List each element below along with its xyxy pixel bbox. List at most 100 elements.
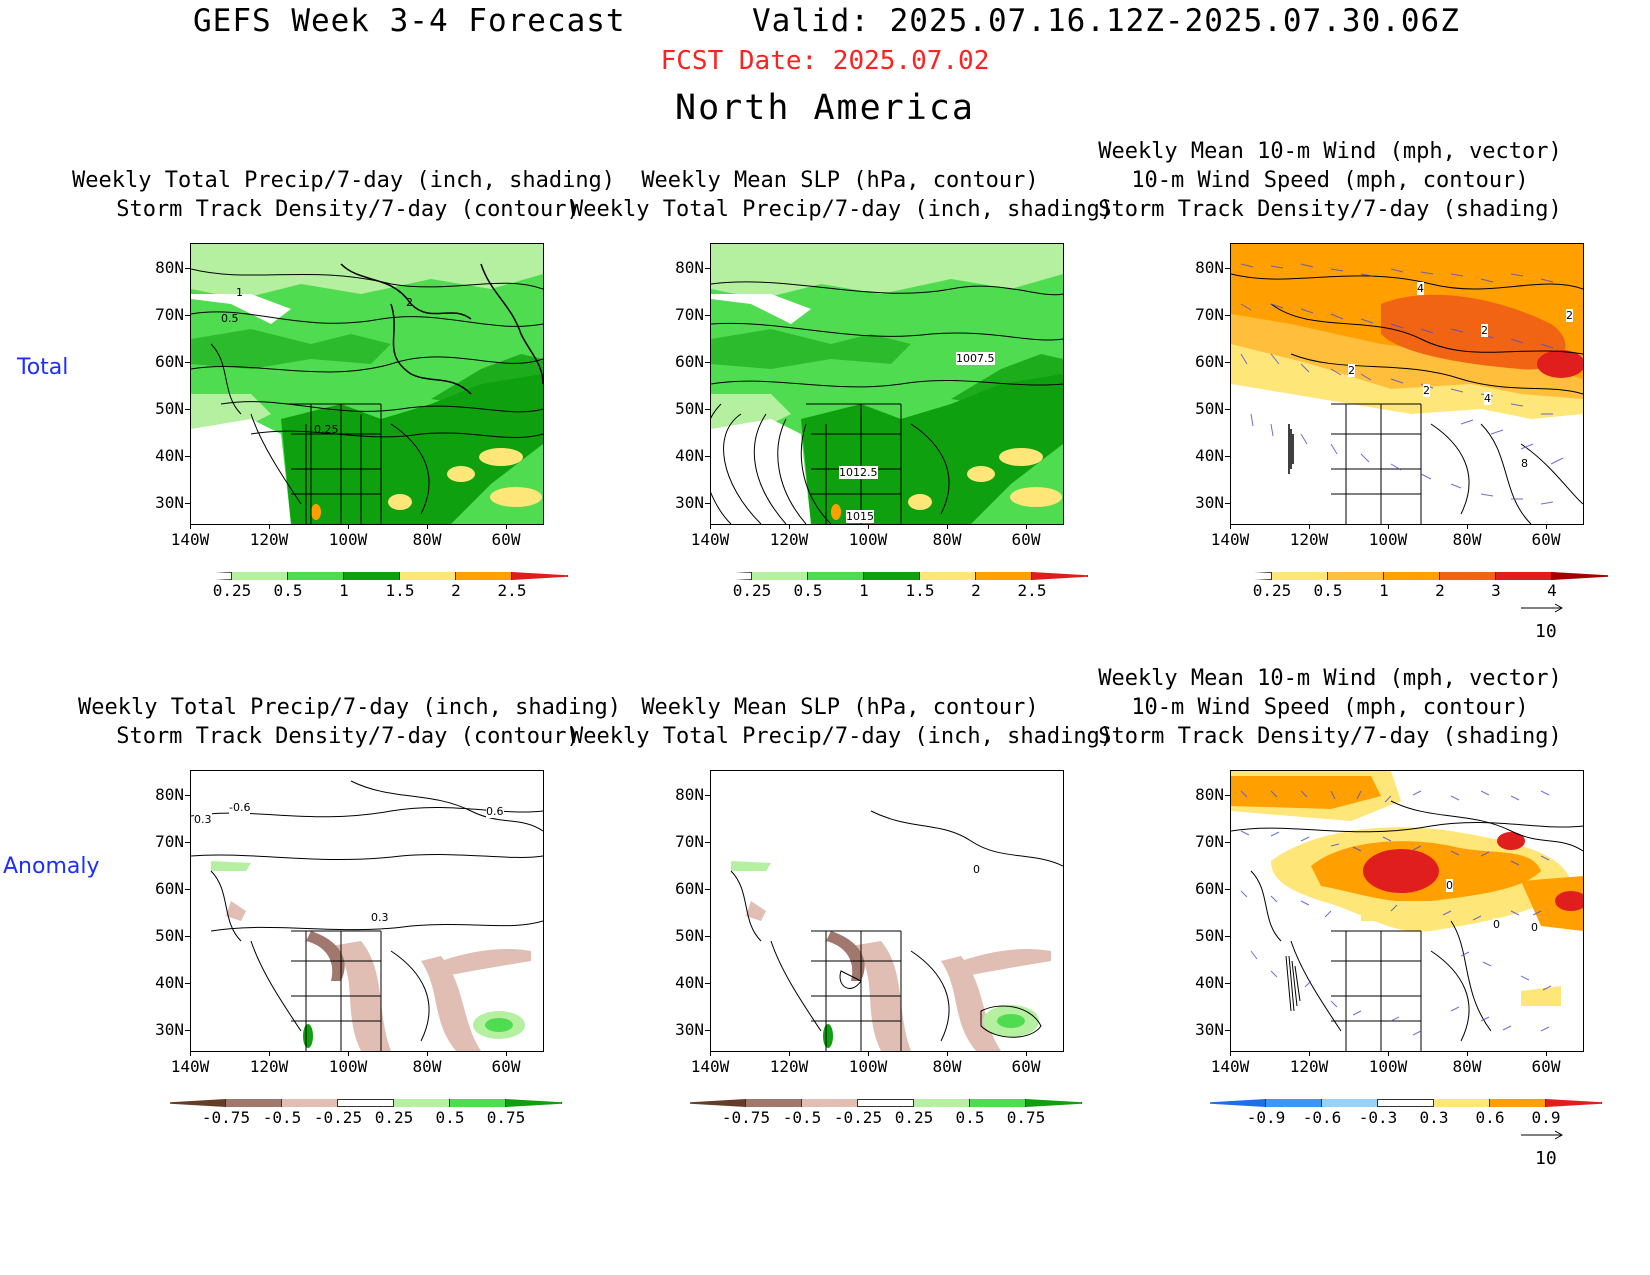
colorbar-segment: [226, 1099, 282, 1107]
lat-tick-mark: [705, 503, 710, 504]
row-label-total: Total: [17, 355, 69, 380]
lat-tick-mark: [185, 936, 190, 937]
colorbar-tick-label: -0.5: [262, 1108, 302, 1127]
colorbar-segment: [864, 572, 920, 580]
lat-tick-label: 80N: [1195, 785, 1224, 804]
colorbar-tick-label: 1: [859, 581, 869, 600]
colorbar-tick-label: -0.25: [313, 1108, 363, 1127]
panel-title-anom-precip-line2: Storm Track Density/7-day (contour): [116, 724, 580, 749]
colorbar-tick-label: 0.5: [793, 581, 823, 600]
lat-tick-label: 50N: [675, 399, 704, 418]
lon-tick-label: 60W: [1011, 1057, 1041, 1076]
lat-tick-label: 30N: [1195, 493, 1224, 512]
lat-tick-mark: [705, 936, 710, 937]
lat-tick-label: 60N: [1195, 352, 1224, 371]
contour-label: 1007.5: [956, 352, 995, 365]
colorbar-segment: [1434, 1099, 1490, 1107]
lat-tick-mark: [705, 983, 710, 984]
colorbar-tick-label: 0.25: [732, 581, 772, 600]
colorbar-total-slp-precip: [696, 572, 1088, 580]
panel-title-anom-wind-line1: Weekly Mean 10-m Wind (mph, vector): [1098, 666, 1562, 691]
lat-tick-label: 80N: [675, 258, 704, 277]
lon-tick-label: 60W: [491, 530, 521, 549]
row-label-anomaly: Anomaly: [3, 854, 100, 879]
lon-tick-label: 120W: [249, 1057, 289, 1076]
lon-tick-label: 80W: [1452, 530, 1482, 549]
contour-label: 0.5: [221, 312, 239, 325]
colorbar-segment: [1210, 1099, 1266, 1107]
colorbar-tick-label: -0.25: [833, 1108, 883, 1127]
lon-tick-label: 100W: [1368, 530, 1408, 549]
lat-tick-mark: [185, 315, 190, 316]
lat-tick-label: 80N: [675, 785, 704, 804]
lat-tick-label: 80N: [155, 258, 184, 277]
lat-tick-label: 40N: [1195, 446, 1224, 465]
colorbar-segment: [1032, 572, 1088, 580]
lat-tick-label: 30N: [1195, 1020, 1224, 1039]
lat-tick-mark: [705, 795, 710, 796]
colorbar-segment: [394, 1099, 450, 1107]
lon-tick-label: 120W: [769, 1057, 809, 1076]
contour-label: 2: [406, 296, 413, 309]
colorbar-tick-label: 2: [451, 581, 461, 600]
lat-tick-mark: [1225, 889, 1230, 890]
contour-label: 0.3: [371, 911, 389, 924]
colorbar-segment: [1546, 1099, 1602, 1107]
colorbar-tick-label: 0.3: [1419, 1108, 1449, 1127]
lat-tick-mark: [705, 456, 710, 457]
lon-tick-mark: [190, 1052, 191, 1056]
lon-tick-label: 60W: [1531, 530, 1561, 549]
lon-tick-label: 100W: [328, 1057, 368, 1076]
lat-tick-mark: [705, 268, 710, 269]
lon-tick-label: 100W: [848, 1057, 888, 1076]
colorbar-segment: [338, 1099, 394, 1107]
panel-title-total-wind-line3: Storm Track Density/7-day (shading): [1098, 197, 1562, 222]
lon-tick-label: 140W: [1210, 1057, 1250, 1076]
colorbar-tick-label: 0.5: [1313, 581, 1343, 600]
lat-tick-mark: [1225, 983, 1230, 984]
map-total-slp-precip: 1007.5 1012.5 1015: [710, 243, 1064, 525]
lon-tick-label: 140W: [690, 1057, 730, 1076]
colorbar-tick-label: -0.3: [1358, 1108, 1398, 1127]
contour-label: 1: [236, 286, 243, 299]
lat-tick-label: 40N: [155, 446, 184, 465]
colorbar-segment: [1272, 572, 1328, 580]
colorbar-tick-label: 0.5: [435, 1108, 465, 1127]
panel-title-total-slp-line2: Weekly Total Precip/7-day (inch, shading…: [570, 197, 1114, 222]
colorbar-tick-label: 0.75: [486, 1108, 526, 1127]
lon-tick-label: 100W: [1368, 1057, 1408, 1076]
lat-tick-label: 40N: [1195, 973, 1224, 992]
colorbar-tick-label: 2: [1435, 581, 1445, 600]
lat-tick-label: 60N: [155, 352, 184, 371]
colorbar-segment: [914, 1099, 970, 1107]
colorbar-segment: [288, 572, 344, 580]
lon-tick-mark: [506, 525, 507, 529]
lon-tick-mark: [789, 525, 790, 529]
panel-title-anom-wind-line2: 10-m Wind Speed (mph, contour): [1131, 695, 1529, 720]
colorbar-segment: [920, 572, 976, 580]
lon-tick-label: 120W: [1289, 1057, 1329, 1076]
lon-tick-mark: [1026, 525, 1027, 529]
lat-tick-mark: [705, 362, 710, 363]
colorbar-tick-label: 0.25: [894, 1108, 934, 1127]
lon-tick-label: 60W: [1011, 530, 1041, 549]
lat-tick-label: 50N: [1195, 399, 1224, 418]
colorbar-anomaly-precip: [170, 1099, 562, 1107]
colorbar-segment: [802, 1099, 858, 1107]
lat-tick-label: 50N: [155, 926, 184, 945]
colorbar-tick-label: 0.5: [273, 581, 303, 600]
map-total-precip-storm-track: 1 0.5 2 0.25: [190, 243, 544, 525]
lon-tick-label: 140W: [1210, 530, 1250, 549]
lon-tick-mark: [427, 525, 428, 529]
lon-tick-mark: [710, 525, 711, 529]
colorbar-tick-label: 4: [1547, 581, 1557, 600]
lat-tick-mark: [185, 795, 190, 796]
lat-tick-mark: [185, 1030, 190, 1031]
colorbar-total-precip: [176, 572, 568, 580]
panel-title-anom-slp-line1: Weekly Mean SLP (hPa, contour): [641, 695, 1039, 720]
colorbar-segment: [176, 572, 232, 580]
colorbar-tick-label: 0.25: [374, 1108, 414, 1127]
colorbar-segment: [1322, 1099, 1378, 1107]
map-anomaly-precip-storm-track: 0.3 -0.6 0.6 0.3: [190, 770, 544, 1052]
panel-title-anom-precip-line1: Weekly Total Precip/7-day (inch, shading…: [78, 695, 622, 720]
